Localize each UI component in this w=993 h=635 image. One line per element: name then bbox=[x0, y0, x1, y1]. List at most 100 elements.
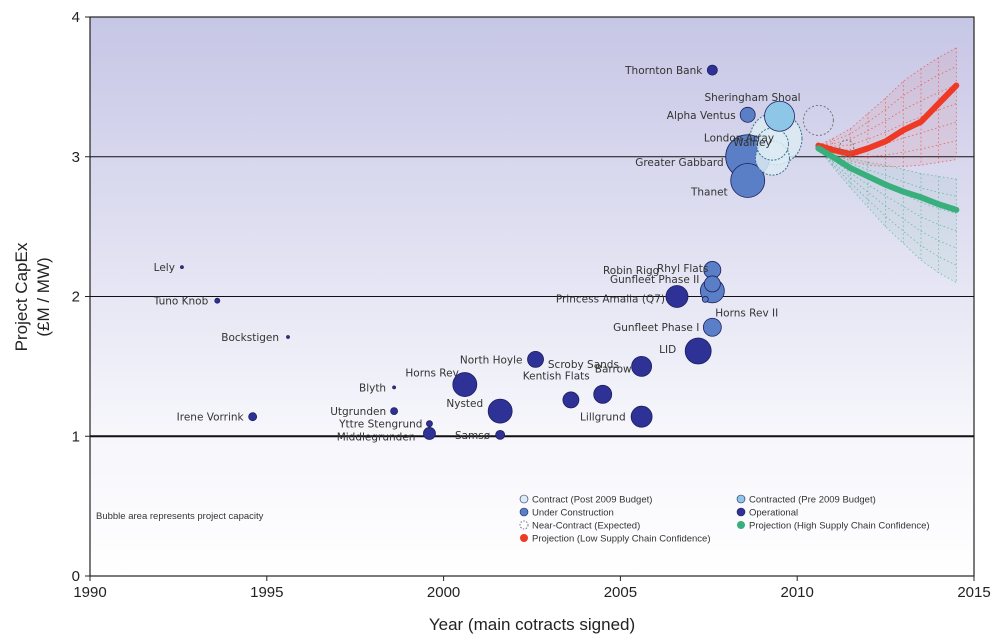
label-lillgrund: Lillgrund bbox=[580, 412, 626, 424]
legend-marker-under-construction bbox=[519, 507, 529, 517]
bubble-rhyl-flats bbox=[703, 275, 721, 293]
label-north-hoyle: North Hoyle bbox=[460, 354, 523, 366]
projection_low-band-fill bbox=[818, 47, 957, 167]
y-tick-label-2: 2 bbox=[72, 289, 80, 306]
projection_low-band-line-4 bbox=[818, 84, 957, 146]
label-scroby-sands: Scroby Sands bbox=[548, 359, 619, 371]
x-tick-label-2015: 2015 bbox=[957, 584, 990, 601]
label-irene-vorrink: Irene Vorrink bbox=[177, 412, 245, 424]
label-lely: Lely bbox=[154, 262, 175, 274]
x-tick-label-1990: 1990 bbox=[73, 584, 106, 601]
legend-label-under-construction: Under Construction bbox=[532, 508, 614, 519]
legend-label-projection-high: Projection (High Supply Chain Confidence… bbox=[749, 521, 930, 532]
bubble-lillgrund bbox=[630, 405, 653, 428]
bubble-tuno-knob bbox=[214, 297, 221, 304]
legend-marker-projection-low bbox=[520, 534, 528, 542]
project-bubbles bbox=[180, 64, 855, 440]
projection_high-band-line-0 bbox=[818, 148, 957, 283]
label-robin-rigg: Robin Rigg bbox=[603, 265, 659, 277]
label-barrow: Barrow bbox=[595, 363, 632, 375]
bubble-sheringham-shoal bbox=[764, 100, 795, 132]
bubble-alpha-ventus bbox=[739, 106, 756, 123]
legend-marker-contract-post2009 bbox=[519, 494, 529, 504]
bubble-princess-amalia-q7 bbox=[665, 285, 689, 308]
label-walney: Walney bbox=[733, 137, 771, 149]
label-middlegrunden: Middlegrunden bbox=[337, 431, 416, 443]
project-labels: Lely Tuno Knob Bockstigen Irene Vorrink Blyt… bbox=[153, 65, 801, 443]
label-utgrunden: Utgrunden bbox=[330, 406, 386, 418]
projection_high-line bbox=[815, 145, 960, 213]
label-thornton-bank: Thornton Bank bbox=[624, 65, 703, 77]
label-princess-amalia-q7: Princess Amalia (Q7) bbox=[556, 294, 665, 306]
label-gunfleet-phase-ii: Gunfleet Phase II bbox=[610, 274, 699, 286]
projection_high-band-line-5 bbox=[818, 148, 957, 197]
label-lid: LID bbox=[659, 344, 676, 356]
bubble-blyth bbox=[392, 385, 396, 390]
bubble-kentish-flats bbox=[593, 384, 613, 404]
y-tick-label-3: 3 bbox=[72, 149, 80, 166]
label-alpha-ventus: Alpha Ventus bbox=[667, 110, 736, 122]
bubble-thanet bbox=[730, 163, 766, 198]
label-horns-rev-ii: Horns Rev II bbox=[715, 307, 778, 319]
label-sheringham-shoal: Sheringham Shoal bbox=[704, 92, 800, 104]
projection-lines bbox=[815, 82, 960, 213]
label-nysted: Nysted bbox=[446, 398, 483, 410]
bubble-thornton-bank bbox=[706, 64, 718, 76]
y-axis-title-line2: (£M / MW) bbox=[34, 257, 53, 336]
label-horns-rev: Horns Rev bbox=[405, 368, 458, 380]
y-tick-label-4: 4 bbox=[72, 9, 80, 26]
y-axis-title-line1: Project CapEx bbox=[12, 242, 31, 351]
label-rhyl-flats: Rhyl Flats bbox=[657, 263, 708, 275]
x-tick-label-2010: 2010 bbox=[781, 584, 814, 601]
bubble-utgrunden bbox=[390, 407, 398, 415]
bubble-yttre-stengrund bbox=[426, 420, 433, 428]
legend-label-projection-low: Projection (Low Supply Chain Confidence) bbox=[532, 534, 711, 545]
bubble-sams bbox=[495, 429, 506, 440]
legend-label-operational: Operational bbox=[749, 508, 798, 519]
bubble-unlabelled-6 bbox=[802, 104, 834, 136]
projection_low-band-line-5 bbox=[818, 66, 957, 146]
bubble-nysted bbox=[487, 398, 513, 424]
axes: 1990 1995 2000 2005 2010 2015 0 1 2 3 4 bbox=[72, 9, 991, 601]
legend-label-near-contract: Near-Contract (Expected) bbox=[532, 521, 640, 532]
label-london-array: London Array bbox=[704, 133, 774, 145]
legend-label-contracted-pre2009: Contracted (Pre 2009 Budget) bbox=[749, 495, 876, 506]
bubble-irene-vorrink bbox=[248, 412, 258, 422]
bubble-horns-rev bbox=[452, 372, 478, 397]
label-thanet: Thanet bbox=[690, 187, 728, 199]
bubble-lely bbox=[180, 265, 184, 270]
projection_high-band-fill bbox=[818, 148, 957, 283]
label-bockstigen: Bockstigen bbox=[221, 332, 279, 344]
bubble-scroby-sands bbox=[562, 391, 580, 409]
bubble-note: Bubble area represents project capacity bbox=[96, 511, 264, 522]
gridlines bbox=[90, 156, 974, 438]
y-tick-label-1: 1 bbox=[72, 428, 80, 445]
legend-marker-near-contract bbox=[519, 520, 529, 530]
bubble-north-hoyle bbox=[527, 350, 544, 368]
legend-marker-operational bbox=[736, 507, 746, 517]
bubble-middlegrunden bbox=[423, 427, 436, 440]
bubble-horns-rev-ii bbox=[701, 295, 709, 303]
label-sams: Samsø bbox=[455, 430, 491, 442]
x-axis-title: Year (main cotracts signed) bbox=[429, 615, 635, 634]
bubble-gunfleet-phase-i bbox=[702, 317, 722, 337]
label-kentish-flats: Kentish Flats bbox=[523, 370, 590, 382]
x-tick-label-1995: 1995 bbox=[250, 584, 283, 601]
legend: Contract (Post 2009 Budget) Contracted (P… bbox=[519, 494, 930, 545]
y-tick-label-0: 0 bbox=[72, 568, 80, 585]
projection_low-line bbox=[815, 82, 960, 157]
label-blyth: Blyth bbox=[359, 382, 386, 394]
x-tick-label-2005: 2005 bbox=[604, 584, 637, 601]
bubble-bockstigen bbox=[286, 335, 290, 339]
legend-marker-projection-high bbox=[737, 521, 745, 529]
legend-marker-contracted-pre2009 bbox=[736, 494, 746, 504]
bubble-barrow bbox=[631, 355, 653, 377]
label-tuno-knob: Tuno Knob bbox=[153, 296, 209, 308]
label-yttre-stengrund: Yttre Stengrund bbox=[338, 419, 422, 431]
label-greater-gabbard: Greater Gabbard bbox=[635, 157, 723, 169]
label-gunfleet-phase-i: Gunfleet Phase I bbox=[613, 322, 699, 334]
legend-label-contract-post2009: Contract (Post 2009 Budget) bbox=[532, 495, 652, 506]
x-tick-label-2000: 2000 bbox=[427, 584, 460, 601]
bubble-lid bbox=[684, 337, 712, 365]
